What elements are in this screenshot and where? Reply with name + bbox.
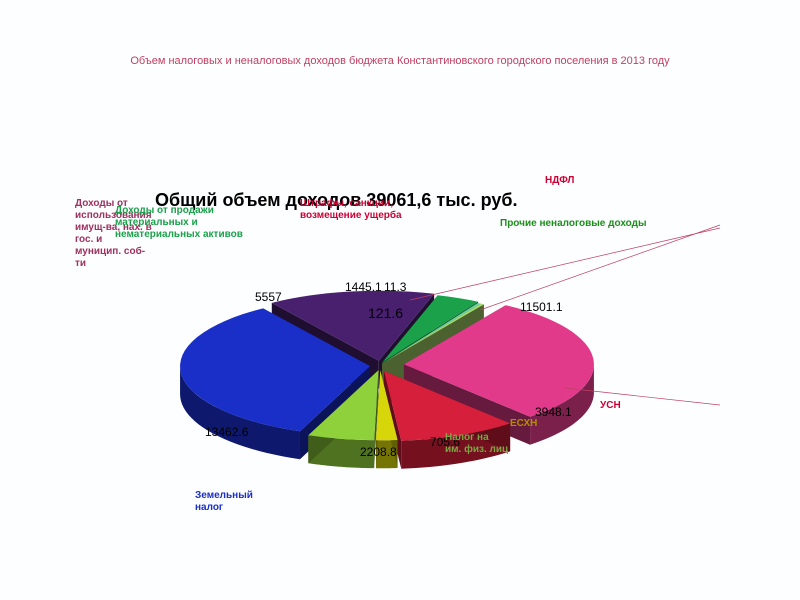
slice-label-0: НДФЛ <box>545 175 574 187</box>
slice-label-1: УСН <box>600 400 621 412</box>
center-value: 121.6 <box>368 305 403 321</box>
slice-value-1: 3948.1 <box>535 405 572 419</box>
slice-label-6: Доходы от продажи материальных и нематер… <box>115 205 243 241</box>
slice-label-3: Налог на им. физ. лиц <box>445 432 508 456</box>
chart-stage: Объем налоговых и неналоговых доходов бю… <box>0 0 800 600</box>
slice-value-4: 13462.6 <box>205 425 248 439</box>
slice-value-3: 2208.8 <box>360 445 397 459</box>
slice-value-0: 11501.1 <box>520 300 563 314</box>
slice-value-7: 11.3 <box>384 280 406 294</box>
slice-value-6: 1445.1 <box>345 280 382 294</box>
slice-value-5: 5557 <box>255 290 282 304</box>
slice-label-7: Штрафы, санкции, возмещение ущерба <box>300 198 402 222</box>
pie-chart <box>0 0 800 600</box>
slice-label-8: Прочие неналоговые доходы <box>500 218 647 230</box>
slice-label-4: Земельный налог <box>195 490 253 514</box>
slice-label-2: ЕСХН <box>510 418 537 430</box>
